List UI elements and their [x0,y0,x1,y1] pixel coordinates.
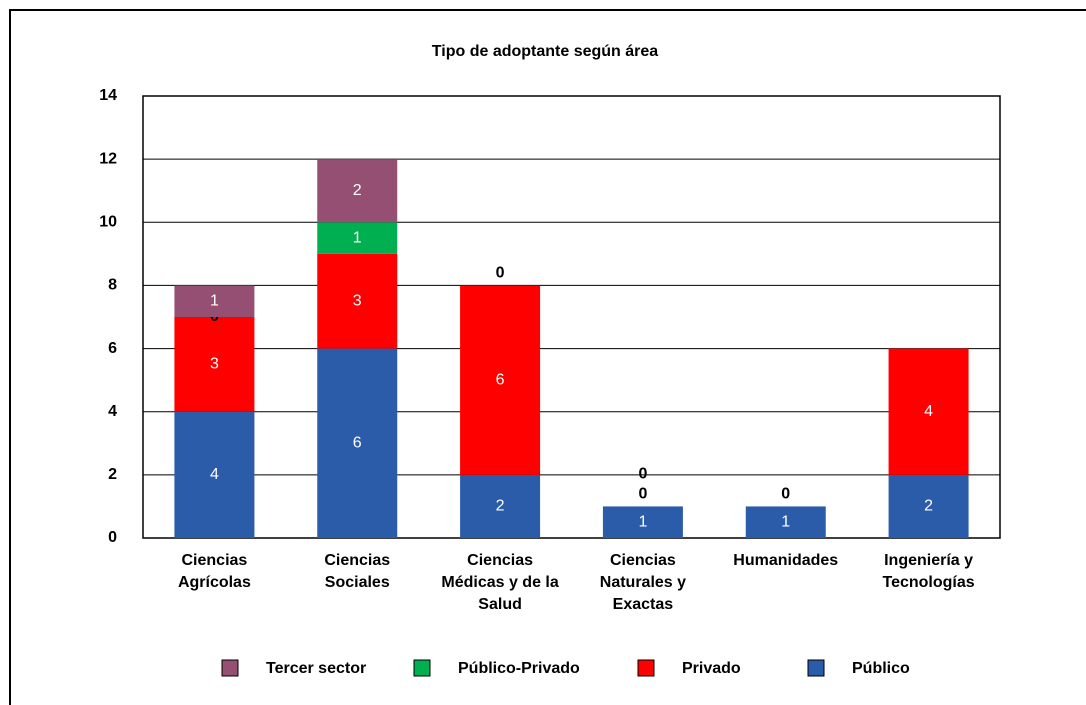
bar-segment [317,253,398,349]
legend-label: Tercer sector [266,660,366,677]
x-tick-label: Ciencias Médicas y de la Salud [441,552,559,613]
bar-segment [745,506,826,538]
x-tick-label: Ciencias Agrícolas [177,552,251,591]
y-tick-label: 8 [108,277,117,294]
bar-segment [174,285,255,317]
legend-swatch [637,659,655,677]
x-tick-label: Ingeniería y Tecnologías [882,552,975,591]
x-tick-label: Ciencias Naturales y Exactas [599,552,687,613]
data-label: 4 [924,403,933,420]
chart-title: Tipo de adoptante según área [432,43,659,60]
bar-segment [317,348,398,538]
data-label: 6 [496,371,505,388]
y-tick-label: 6 [108,340,117,357]
bar-segment [888,348,969,475]
plot-border [142,95,1001,539]
legend-swatch [413,659,431,677]
data-label: 0 [496,265,505,282]
data-label: 4 [210,466,219,483]
legend-swatch [221,659,239,677]
bar-segment [888,474,969,538]
data-label: 2 [924,498,933,515]
data-label: 2 [496,498,505,515]
legend-label: Público [852,660,910,677]
bar-segment [317,222,398,254]
x-tick-label: Ciencias Sociales [324,552,391,591]
x-tick-label: Humanidades [733,552,839,569]
y-tick-label: 10 [99,214,117,231]
legend-swatch [807,659,825,677]
data-label: 0 [638,466,647,483]
y-tick-label: 12 [99,150,117,167]
y-tick-label: 4 [108,403,117,420]
bar-segment [460,285,541,475]
data-label: 1 [210,292,219,309]
bar-segment [317,159,398,223]
frame [9,9,1086,705]
y-tick-label: 14 [99,87,117,104]
y-tick-label: 2 [108,466,117,483]
bar-segment [602,506,683,538]
bar-segment [174,411,255,538]
data-label: 1 [353,229,362,246]
data-label: 1 [638,513,647,530]
bar-segment [460,474,541,538]
legend-label: Público-Privado [458,660,580,677]
data-label: 0 [781,486,790,503]
data-label: 2 [353,182,362,199]
y-tick-label: 0 [108,529,117,546]
data-label: 1 [781,513,790,530]
bar-segment [174,317,255,412]
legend-label: Privado [682,660,741,677]
data-label: 6 [353,435,362,452]
data-label: 3 [210,356,219,373]
data-label: 3 [353,292,362,309]
data-label: 0 [638,486,647,503]
